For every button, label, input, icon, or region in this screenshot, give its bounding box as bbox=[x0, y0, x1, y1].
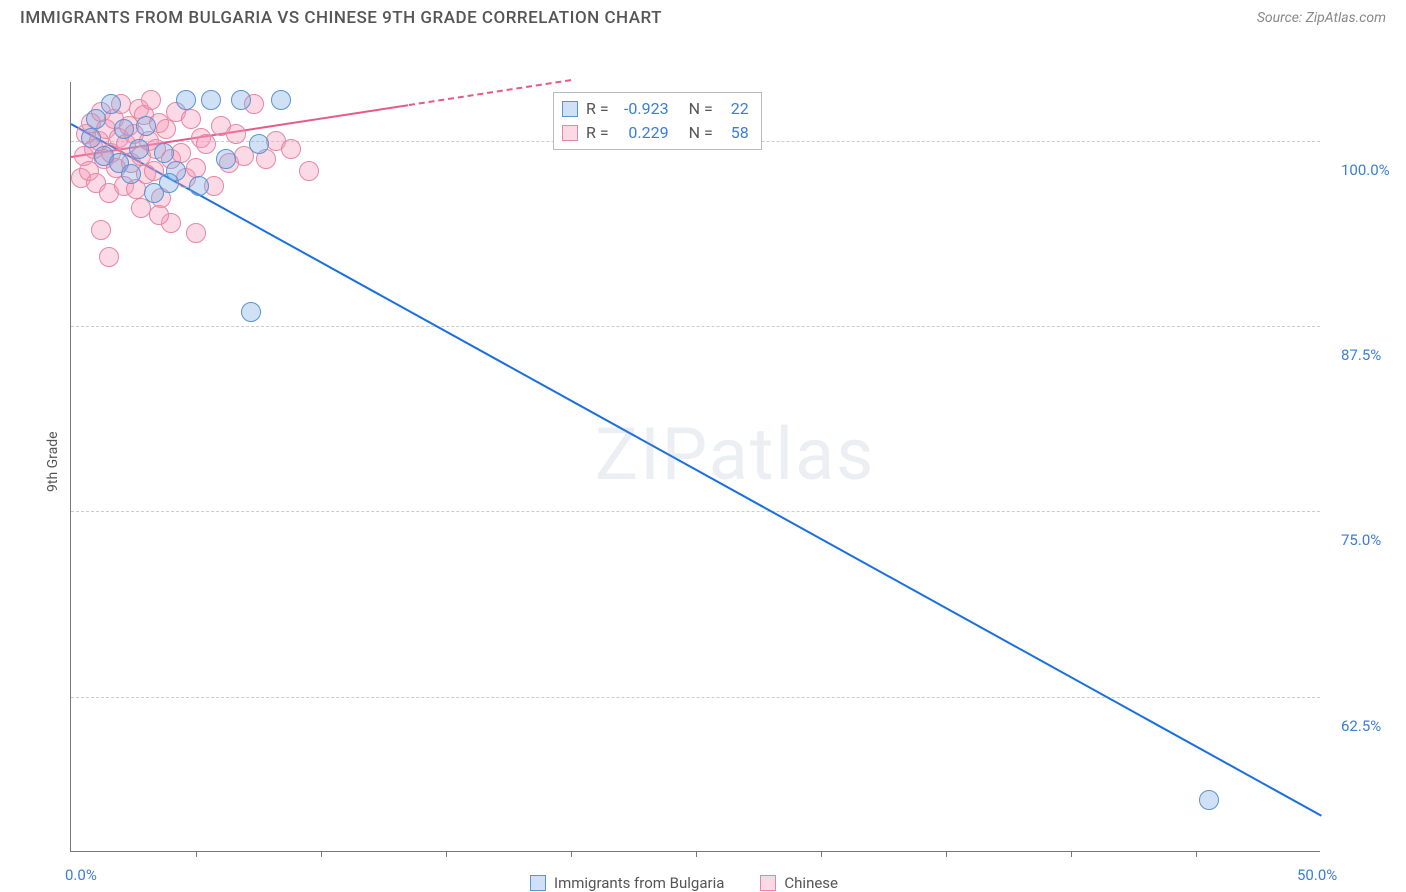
legend-label: Immigrants from Bulgaria bbox=[554, 874, 724, 892]
scatter-point bbox=[159, 173, 179, 193]
y-tick-label: 87.5% bbox=[1341, 346, 1381, 364]
scatter-point bbox=[196, 134, 216, 154]
chart-legend: Immigrants from Bulgaria Chinese bbox=[530, 874, 838, 892]
scatter-point bbox=[249, 134, 269, 154]
stat-row: R = 0.229 N = 58 bbox=[562, 121, 749, 145]
trend-line bbox=[71, 124, 1322, 817]
scatter-point bbox=[186, 223, 206, 243]
scatter-point bbox=[86, 109, 106, 129]
scatter-point bbox=[136, 116, 156, 136]
scatter-point bbox=[299, 161, 319, 181]
chart-source: Source: ZipAtlas.com bbox=[1257, 10, 1386, 26]
x-tick-mark bbox=[446, 851, 447, 857]
legend-label: Chinese bbox=[784, 874, 838, 892]
plot-area: 62.5%75.0%87.5%100.0%0.0%50.0% bbox=[70, 82, 1320, 852]
scatter-point bbox=[101, 94, 121, 114]
scatter-point bbox=[201, 90, 221, 110]
scatter-point bbox=[141, 90, 161, 110]
y-tick-label: 62.5% bbox=[1341, 717, 1381, 735]
scatter-point bbox=[216, 149, 236, 169]
legend-swatch bbox=[562, 101, 578, 117]
scatter-point bbox=[154, 143, 174, 163]
scatter-point bbox=[99, 247, 119, 267]
gridline bbox=[71, 326, 1320, 327]
scatter-point bbox=[271, 90, 291, 110]
x-tick-mark bbox=[1071, 851, 1072, 857]
legend-item: Immigrants from Bulgaria bbox=[530, 874, 724, 892]
y-tick-label: 75.0% bbox=[1341, 531, 1381, 549]
gridline bbox=[71, 511, 1320, 512]
x-tick-mark bbox=[821, 851, 822, 857]
stat-n-label: N = bbox=[689, 121, 713, 145]
y-tick-label: 100.0% bbox=[1341, 161, 1390, 179]
scatter-point bbox=[149, 205, 169, 225]
x-tick-label: 0.0% bbox=[65, 866, 97, 884]
x-tick-mark bbox=[196, 851, 197, 857]
x-tick-label: 50.0% bbox=[1297, 866, 1337, 884]
scatter-point bbox=[241, 302, 261, 322]
legend-swatch bbox=[562, 125, 578, 141]
scatter-point bbox=[281, 139, 301, 159]
stat-row: R = -0.923 N = 22 bbox=[562, 97, 749, 121]
scatter-point bbox=[176, 90, 196, 110]
stat-r-label: R = bbox=[586, 121, 609, 145]
x-tick-mark bbox=[946, 851, 947, 857]
stat-r-value: 0.229 bbox=[617, 121, 669, 145]
scatter-point bbox=[121, 164, 141, 184]
stat-r-value: -0.923 bbox=[617, 97, 669, 121]
chart-header: IMMIGRANTS FROM BULGARIA VS CHINESE 9TH … bbox=[0, 0, 1406, 32]
stat-n-value: 22 bbox=[721, 97, 749, 121]
legend-swatch bbox=[530, 875, 546, 891]
scatter-point bbox=[114, 119, 134, 139]
scatter-point bbox=[81, 128, 101, 148]
x-tick-mark bbox=[571, 851, 572, 857]
scatter-point bbox=[91, 220, 111, 240]
chart-title: IMMIGRANTS FROM BULGARIA VS CHINESE 9TH … bbox=[20, 8, 662, 28]
scatter-point bbox=[156, 119, 176, 139]
correlation-stats-box: R = -0.923 N = 22 R = 0.229 N = 58 bbox=[553, 92, 762, 150]
trend-line bbox=[408, 79, 571, 106]
y-axis-label: 9th Grade bbox=[45, 431, 61, 492]
gridline bbox=[71, 697, 1320, 698]
legend-swatch bbox=[760, 875, 776, 891]
legend-item: Chinese bbox=[760, 874, 838, 892]
scatter-point bbox=[226, 124, 246, 144]
stat-n-label: N = bbox=[689, 97, 713, 121]
scatter-point bbox=[231, 90, 251, 110]
scatter-point bbox=[181, 109, 201, 129]
x-tick-mark bbox=[696, 851, 697, 857]
scatter-point bbox=[129, 139, 149, 159]
stat-r-label: R = bbox=[586, 97, 609, 121]
x-tick-mark bbox=[1196, 851, 1197, 857]
scatter-point bbox=[1199, 790, 1219, 810]
x-tick-mark bbox=[321, 851, 322, 857]
stat-n-value: 58 bbox=[721, 121, 749, 145]
scatter-point bbox=[189, 176, 209, 196]
